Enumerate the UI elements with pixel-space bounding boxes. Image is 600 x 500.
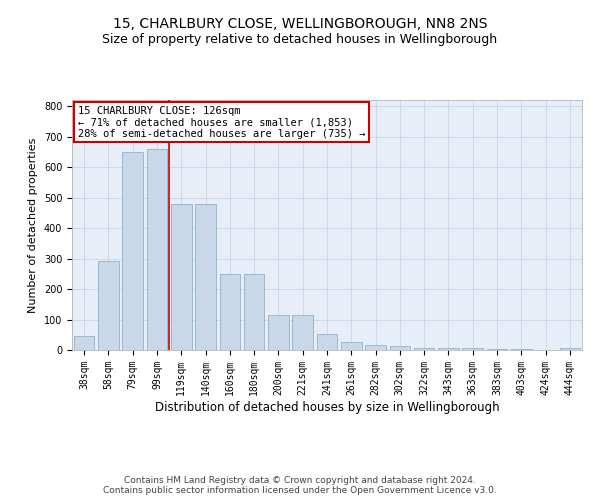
Bar	[171, 204, 191, 350]
Text: Contains HM Land Registry data © Crown copyright and database right 2024.
Contai: Contains HM Land Registry data © Crown c…	[103, 476, 497, 495]
Bar	[317, 334, 337, 350]
Bar	[487, 349, 508, 350]
Bar	[244, 274, 265, 350]
Bar	[365, 346, 386, 350]
Bar	[438, 348, 459, 350]
Bar	[292, 315, 313, 350]
Text: Size of property relative to detached houses in Wellingborough: Size of property relative to detached ho…	[103, 32, 497, 46]
Bar	[98, 260, 119, 350]
Bar	[389, 346, 410, 350]
Bar	[122, 152, 143, 350]
X-axis label: Distribution of detached houses by size in Wellingborough: Distribution of detached houses by size …	[155, 400, 499, 413]
Bar	[511, 349, 532, 350]
Bar	[220, 274, 240, 350]
Bar	[463, 348, 483, 350]
Bar	[146, 149, 167, 350]
Text: 15 CHARLBURY CLOSE: 126sqm
← 71% of detached houses are smaller (1,853)
28% of s: 15 CHARLBURY CLOSE: 126sqm ← 71% of deta…	[77, 106, 365, 139]
Bar	[341, 342, 362, 350]
Text: 15, CHARLBURY CLOSE, WELLINGBOROUGH, NN8 2NS: 15, CHARLBURY CLOSE, WELLINGBOROUGH, NN8…	[113, 18, 487, 32]
Bar	[74, 336, 94, 350]
Y-axis label: Number of detached properties: Number of detached properties	[28, 138, 38, 312]
Bar	[268, 315, 289, 350]
Bar	[195, 204, 216, 350]
Bar	[560, 348, 580, 350]
Bar	[414, 348, 434, 350]
